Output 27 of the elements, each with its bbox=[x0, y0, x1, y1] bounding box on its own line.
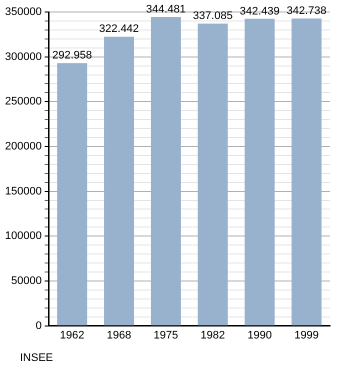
y-tick-label: 250000 bbox=[4, 96, 42, 108]
data-label: 342.439 bbox=[240, 5, 280, 18]
data-label: 322.442 bbox=[99, 23, 139, 36]
y-tick-label: 50000 bbox=[11, 275, 42, 288]
data-label: 342.738 bbox=[286, 5, 326, 18]
x-tick-label: 1975 bbox=[154, 329, 178, 342]
bar bbox=[104, 36, 134, 326]
y-tick-label: 0 bbox=[36, 320, 42, 332]
x-tick-label: 1999 bbox=[294, 329, 319, 342]
data-label: 337.085 bbox=[192, 10, 233, 22]
bar bbox=[57, 63, 88, 326]
text: INSEE bbox=[20, 352, 54, 364]
x-tick-label: 1968 bbox=[106, 329, 132, 342]
y-tick-label: 100000 bbox=[4, 230, 42, 242]
data-label: 292.958 bbox=[52, 50, 92, 62]
bar bbox=[198, 24, 228, 326]
y-tick-label: 150000 bbox=[4, 185, 42, 198]
y-tick-label: 300000 bbox=[4, 50, 42, 63]
y-tick-label: 200000 bbox=[4, 140, 42, 153]
x-tick-label: 1990 bbox=[247, 329, 272, 342]
bar bbox=[292, 18, 322, 326]
x-tick-label: 1962 bbox=[60, 329, 84, 342]
x-tick-label: 1982 bbox=[200, 329, 226, 342]
data-label: 344.481 bbox=[146, 3, 186, 16]
bar bbox=[244, 18, 275, 326]
bar bbox=[150, 16, 181, 326]
y-tick-label: 350000 bbox=[4, 6, 42, 18]
